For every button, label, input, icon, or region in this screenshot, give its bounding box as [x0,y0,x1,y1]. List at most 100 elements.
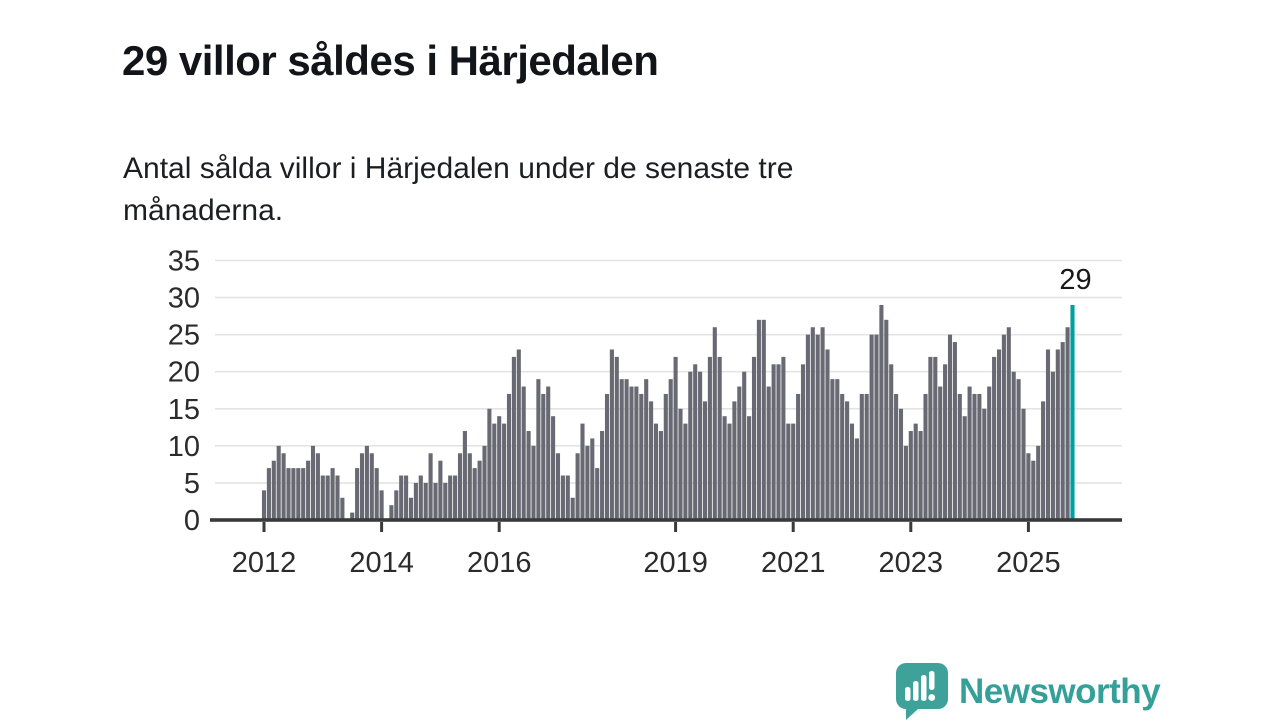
bar [933,356,938,520]
bar [477,460,482,520]
chart-subtitle-line1: Antal sålda villor i Härjedalen under de… [123,152,794,185]
bar [810,327,815,520]
bar [580,423,585,520]
x-tick-label: 2021 [761,547,826,579]
bar [330,468,335,520]
bar [938,386,943,520]
bar [624,379,629,520]
bar [462,431,467,520]
bar [771,364,776,520]
bar [698,371,703,520]
bar [320,475,325,520]
bar [982,408,987,520]
bar [947,334,953,520]
y-tick-label: 25 [168,320,200,352]
bar [350,512,355,520]
bar [796,393,801,520]
bar [369,453,374,520]
bar [658,431,663,520]
bar [315,453,320,520]
bar [325,475,330,520]
chart-subtitle-line2: månaderna. [123,194,284,227]
bar [261,490,267,520]
newsworthy-bubble-icon [896,663,948,720]
bar [663,393,668,520]
chart-title: 29 villor såldes i Härjedalen [122,37,659,85]
bar [418,475,423,520]
bar [903,445,908,520]
bar [600,431,605,520]
y-tick-label: 0 [184,505,200,537]
chart-subtitle: Antal sålda villor i Härjedalen under de… [123,148,793,232]
bar [394,490,399,520]
bar [389,505,394,520]
bar [423,482,428,520]
bar [702,401,708,520]
bar [1055,349,1060,520]
bar [355,468,360,520]
bar [879,304,884,520]
bar [840,393,845,520]
bar [492,423,497,520]
bar [977,393,982,520]
bar [590,438,595,520]
bar [854,438,859,520]
x-tick-label: 2012 [232,547,297,579]
bar [766,386,771,520]
y-tick-label: 10 [168,431,200,463]
bar [693,364,698,520]
bar [864,393,869,520]
bar [825,349,830,520]
bar [453,475,458,520]
bar [957,393,962,520]
bar [908,431,913,520]
bar [1065,327,1070,520]
bar [526,431,531,520]
bar [805,334,810,520]
bar [448,475,453,520]
highlighted-bar [1070,304,1075,520]
bar [364,445,369,520]
bar [443,482,448,520]
bar [570,497,575,520]
x-tick-label: 2019 [643,547,708,579]
x-tick-label: 2014 [349,547,414,579]
bar [791,423,796,520]
bar [786,423,791,520]
bar-chart: 0 5 10 15 20 25 30 35 2012 2014 2016 2019 2021 2023 20… [0,240,1280,600]
bar [266,468,271,520]
x-axis-line [210,518,1122,522]
bar [551,416,556,520]
bar [712,327,717,520]
bar [301,468,306,520]
bar [683,423,688,520]
bar [884,319,889,520]
bar [546,386,551,520]
bar [1060,342,1065,520]
bar [472,468,477,520]
bar [820,327,825,520]
y-tick-label: 35 [168,245,200,277]
bar [894,393,899,520]
bar [413,482,418,520]
bar [815,334,820,520]
bar [565,475,570,520]
bar [585,445,590,520]
bar [296,468,301,520]
bar [1011,371,1016,520]
bar [761,319,766,520]
bar [408,497,414,520]
bar [800,364,806,520]
bar [1001,334,1006,520]
bar [717,356,722,520]
bar [555,453,561,520]
bar [1036,445,1041,520]
bar [781,356,786,520]
bar [428,453,433,520]
bar [727,423,732,520]
bar [286,468,291,520]
bar [639,393,644,520]
bar [742,371,747,520]
bar [1031,460,1036,520]
